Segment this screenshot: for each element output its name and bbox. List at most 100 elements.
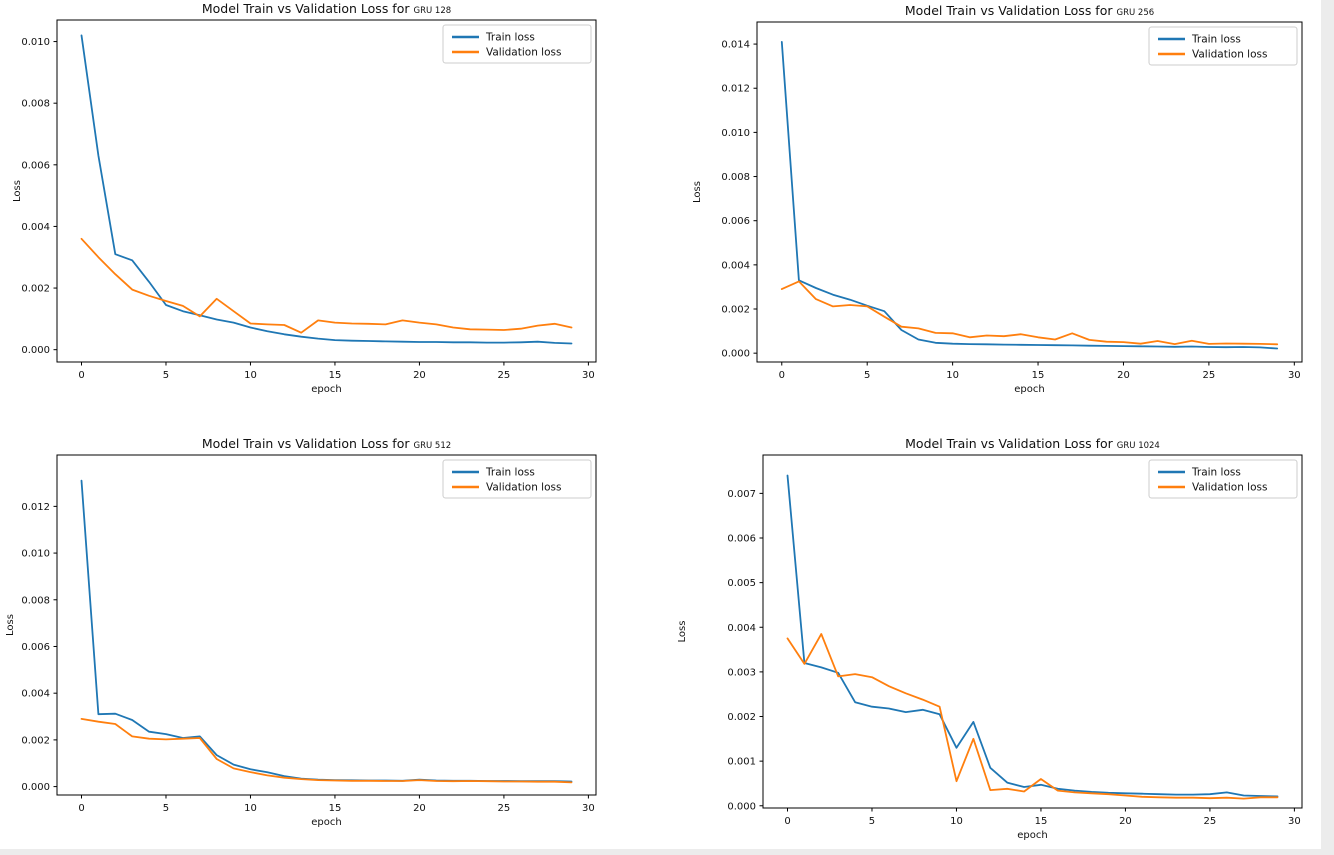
x-tick-label: 0 <box>78 370 84 381</box>
x-tick-label: 30 <box>1288 370 1301 381</box>
y-tick-label: 0.010 <box>21 37 50 48</box>
x-tick-label: 5 <box>163 803 169 814</box>
y-tick-label: 0.004 <box>21 222 50 233</box>
y-tick-label: 0.007 <box>727 489 756 500</box>
y-tick-label: 0.003 <box>727 667 756 678</box>
x-tick-label: 15 <box>1035 816 1048 827</box>
x-tick-label: 10 <box>244 370 257 381</box>
plot-border <box>756 21 1303 363</box>
x-tick-label: 0 <box>779 370 785 381</box>
legend-label-validation: Validation loss <box>486 482 561 494</box>
plot-border <box>56 19 597 363</box>
legend: Train loss Validation loss <box>1148 26 1298 66</box>
legend-label-train: Train loss <box>485 467 535 479</box>
legend-label-train: Train loss <box>485 32 535 44</box>
y-tick-label: 0.010 <box>21 549 50 560</box>
legend-box <box>1148 26 1298 66</box>
x-tick-label: 10 <box>244 803 257 814</box>
train-loss-line <box>786 474 1279 798</box>
y-tick-label: 0.008 <box>721 172 750 183</box>
y-axis-label: Loss <box>5 614 16 636</box>
x-tick-label: 30 <box>582 803 595 814</box>
y-tick-label: 0.002 <box>21 284 50 295</box>
x-axis-label: epoch <box>311 384 341 395</box>
y-tick-label: 0.012 <box>21 502 50 513</box>
x-tick-label: 15 <box>329 803 342 814</box>
y-tick-label: 0.000 <box>727 801 756 812</box>
legend-label-train: Train loss <box>1191 34 1241 46</box>
x-tick-label: 15 <box>329 370 342 381</box>
validation-loss-line <box>786 633 1279 800</box>
x-tick-label: 25 <box>498 370 511 381</box>
chart-title: Model Train vs Validation Loss for GRU 12… <box>202 1 451 16</box>
x-axis-label: epoch <box>311 817 341 828</box>
x-tick-label: 10 <box>946 370 959 381</box>
x-tick-label: 25 <box>1203 370 1216 381</box>
y-tick-label: 0.006 <box>721 216 750 227</box>
y-tick-label: 0.000 <box>721 349 750 360</box>
x-tick-label: 30 <box>1288 816 1301 827</box>
y-tick-label: 0.002 <box>21 735 50 746</box>
y-axis-label: Loss <box>692 181 703 203</box>
x-tick-label: 5 <box>864 370 870 381</box>
validation-loss-line <box>80 717 573 784</box>
train-loss-line <box>80 479 573 783</box>
y-tick-label: 0.012 <box>721 84 750 95</box>
y-tick-label: 0.002 <box>727 712 756 723</box>
y-tick-label: 0.004 <box>727 623 756 634</box>
legend-box <box>442 459 592 499</box>
x-tick-label: 5 <box>869 816 875 827</box>
x-tick-label: 0 <box>78 803 84 814</box>
validation-loss-line <box>780 280 1279 346</box>
y-tick-label: 0.006 <box>727 534 756 545</box>
train-loss-line <box>80 34 573 345</box>
x-tick-label: 20 <box>413 370 426 381</box>
x-tick-label: 20 <box>1117 370 1130 381</box>
x-tick-label: 30 <box>582 370 595 381</box>
y-tick-label: 0.004 <box>21 689 50 700</box>
page-edge-bottom <box>0 849 1334 855</box>
legend-box <box>1148 459 1298 499</box>
legend-label-validation: Validation loss <box>1192 49 1267 61</box>
legend-label-validation: Validation loss <box>1192 482 1267 494</box>
x-tick-label: 25 <box>498 803 511 814</box>
x-tick-label: 15 <box>1032 370 1045 381</box>
train-loss-line <box>780 41 1279 350</box>
chart-gru-256: Model Train vs Validation Loss for GRU 25… <box>692 3 1303 395</box>
y-tick-label: 0.001 <box>727 757 756 768</box>
legend: Train loss Validation loss <box>442 459 592 499</box>
y-tick-label: 0.005 <box>727 578 756 589</box>
chart-gru-512: Model Train vs Validation Loss for GRU 51… <box>5 436 597 828</box>
y-axis-label: Loss <box>677 621 688 643</box>
x-tick-label: 20 <box>413 803 426 814</box>
y-tick-label: 0.000 <box>21 782 50 793</box>
y-axis-label: Loss <box>12 180 23 202</box>
legend: Train loss Validation loss <box>442 24 592 64</box>
legend: Train loss Validation loss <box>1148 459 1298 499</box>
legend-label-train: Train loss <box>1191 467 1241 479</box>
chart-gru-1024: Model Train vs Validation Loss for GRU 10… <box>677 436 1303 841</box>
plot-border <box>762 454 1303 809</box>
y-tick-label: 0.014 <box>721 40 750 51</box>
x-axis-label: epoch <box>1014 384 1044 395</box>
chart-title: Model Train vs Validation Loss for GRU 25… <box>905 3 1154 18</box>
x-tick-label: 0 <box>784 816 790 827</box>
y-tick-label: 0.006 <box>21 160 50 171</box>
x-tick-label: 5 <box>163 370 169 381</box>
y-tick-label: 0.010 <box>721 128 750 139</box>
x-axis-label: epoch <box>1017 830 1047 841</box>
chart-title: Model Train vs Validation Loss for GRU 10… <box>905 436 1160 451</box>
x-tick-label: 10 <box>950 816 963 827</box>
page-edge-right <box>1321 0 1334 855</box>
plot-border <box>56 454 597 796</box>
legend-box <box>442 24 592 64</box>
validation-loss-line <box>80 237 573 334</box>
chart-gru-128: Model Train vs Validation Loss for GRU 12… <box>12 1 597 395</box>
y-tick-label: 0.006 <box>21 642 50 653</box>
x-tick-label: 20 <box>1119 816 1132 827</box>
x-tick-label: 25 <box>1204 816 1217 827</box>
chart-title: Model Train vs Validation Loss for GRU 51… <box>202 436 451 451</box>
y-tick-label: 0.008 <box>21 595 50 606</box>
y-tick-label: 0.002 <box>721 305 750 316</box>
